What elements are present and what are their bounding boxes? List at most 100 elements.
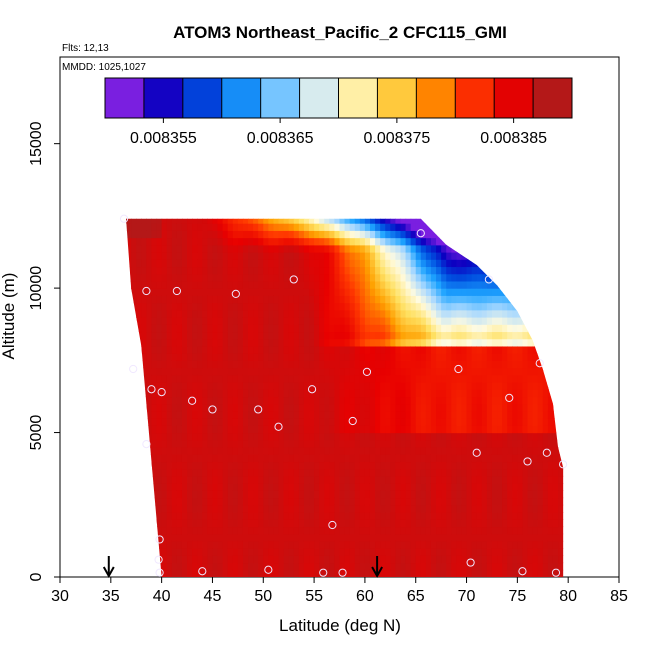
heatmap-cell (242, 374, 249, 383)
heatmap-cell (446, 497, 452, 506)
heatmap-cell (273, 252, 280, 260)
heatmap-cell (273, 569, 280, 577)
heatmap-cell (359, 367, 366, 376)
sample-point (188, 396, 197, 405)
heatmap-cell (222, 555, 229, 564)
heatmap-cell (334, 266, 341, 275)
heatmap-cell (156, 483, 163, 491)
heatmap-cell (385, 447, 391, 455)
heatmap-cell (532, 468, 539, 477)
heatmap-cell (339, 230, 346, 239)
heatmap-cell (497, 447, 503, 455)
heatmap-cell (197, 367, 203, 376)
heatmap-cell (441, 309, 447, 318)
heatmap-cell (126, 519, 132, 528)
heatmap-cell (522, 490, 529, 499)
heatmap-cell (481, 483, 488, 491)
heatmap-cell (314, 230, 320, 239)
heatmap-cell (309, 295, 315, 304)
heatmap-cell (248, 302, 254, 311)
heatmap-cell (298, 324, 305, 333)
heatmap-cell (430, 280, 437, 289)
heatmap-cell (430, 317, 437, 325)
heatmap-cell (212, 280, 219, 289)
heatmap-cell (334, 519, 341, 528)
heatmap-cell (349, 512, 356, 520)
heatmap-cell (420, 439, 427, 448)
heatmap-cell (542, 244, 549, 253)
heatmap-cell (430, 223, 437, 231)
heatmap-cell (268, 266, 275, 275)
heatmap-cell (532, 454, 539, 463)
heatmap-cell (456, 562, 463, 571)
heatmap-cell (131, 454, 137, 463)
heatmap-cell (329, 345, 336, 354)
heatmap-cell (181, 302, 188, 311)
heatmap-cell (471, 353, 478, 361)
heatmap-cell (161, 317, 168, 325)
heatmap-cell (537, 403, 544, 412)
heatmap-cell (380, 432, 386, 441)
heatmap-cell (522, 425, 529, 434)
heatmap-cell (268, 244, 275, 253)
heatmap-cell (258, 533, 264, 542)
heatmap-cell (232, 461, 239, 470)
heatmap-cell (446, 218, 452, 224)
heatmap-cell (425, 519, 432, 528)
heatmap-cell (187, 468, 193, 477)
heatmap-cell (319, 396, 325, 405)
heatmap-cell (166, 338, 173, 347)
heatmap-cell (298, 223, 305, 231)
heatmap-cell (207, 374, 214, 383)
heatmap-cell (146, 324, 153, 333)
heatmap-cell (481, 230, 488, 239)
heatmap-cell (349, 237, 356, 246)
heatmap-cell (237, 526, 244, 535)
heatmap-cell (273, 288, 280, 296)
heatmap-cell (242, 259, 249, 268)
heatmap-cell (349, 403, 356, 412)
heatmap-cell (507, 490, 513, 499)
heatmap-cell (227, 418, 234, 426)
heatmap-cell (375, 324, 381, 333)
heatmap-cell (466, 259, 473, 268)
heatmap-cell (293, 331, 300, 340)
heatmap-cell (359, 382, 366, 390)
heatmap-cell (415, 259, 422, 268)
heatmap-cell (425, 533, 432, 542)
heatmap-cell (369, 367, 376, 376)
heatmap-cell (400, 396, 407, 405)
heatmap-cell (329, 497, 336, 506)
heatmap-cell (253, 266, 259, 275)
heatmap-cell (339, 360, 346, 369)
heatmap-cell (405, 273, 412, 282)
heatmap-cell (552, 353, 559, 361)
heatmap-cell (502, 555, 508, 564)
heatmap-cell (461, 512, 468, 520)
heatmap-cell (446, 410, 452, 419)
heatmap-cell (232, 439, 239, 448)
heatmap-cell (446, 418, 452, 426)
heatmap-cell (491, 396, 498, 405)
heatmap-cell (253, 230, 259, 239)
heatmap-cell (156, 425, 163, 434)
heatmap-cell (314, 439, 320, 448)
heatmap-cell (497, 360, 503, 369)
heatmap-cell (369, 533, 376, 542)
heatmap-cell (166, 410, 173, 419)
heatmap-cell (527, 533, 534, 542)
heatmap-cell (314, 324, 320, 333)
heatmap-cell (537, 475, 544, 484)
heatmap-cell (451, 367, 457, 376)
heatmap-cell (456, 490, 463, 499)
heatmap-cell (537, 295, 544, 304)
heatmap-cell (232, 519, 239, 528)
heatmap-cell (146, 360, 153, 369)
heatmap-cell (314, 548, 320, 556)
heatmap-cell (187, 403, 193, 412)
heatmap-cell (334, 317, 341, 325)
heatmap-cell (466, 280, 473, 289)
heatmap-cell (283, 331, 290, 340)
heatmap-cell (456, 403, 463, 412)
heatmap-cell (344, 367, 351, 376)
